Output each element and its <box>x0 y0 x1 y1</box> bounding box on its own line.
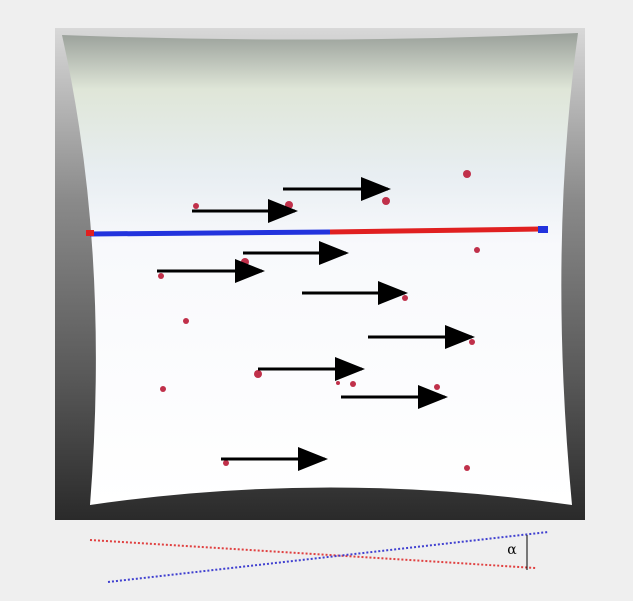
figure: α <box>0 0 633 601</box>
red-end <box>86 230 94 236</box>
angle-label: α <box>507 542 517 558</box>
blue-profile <box>108 532 548 582</box>
blue-end <box>538 226 548 233</box>
page: α (() => { const data = JSON.parse(docum… <box>0 0 633 601</box>
point-cloud <box>62 33 578 505</box>
red-scan-line <box>330 229 540 232</box>
red-profile <box>90 540 536 568</box>
blue-scan-line <box>90 232 330 234</box>
